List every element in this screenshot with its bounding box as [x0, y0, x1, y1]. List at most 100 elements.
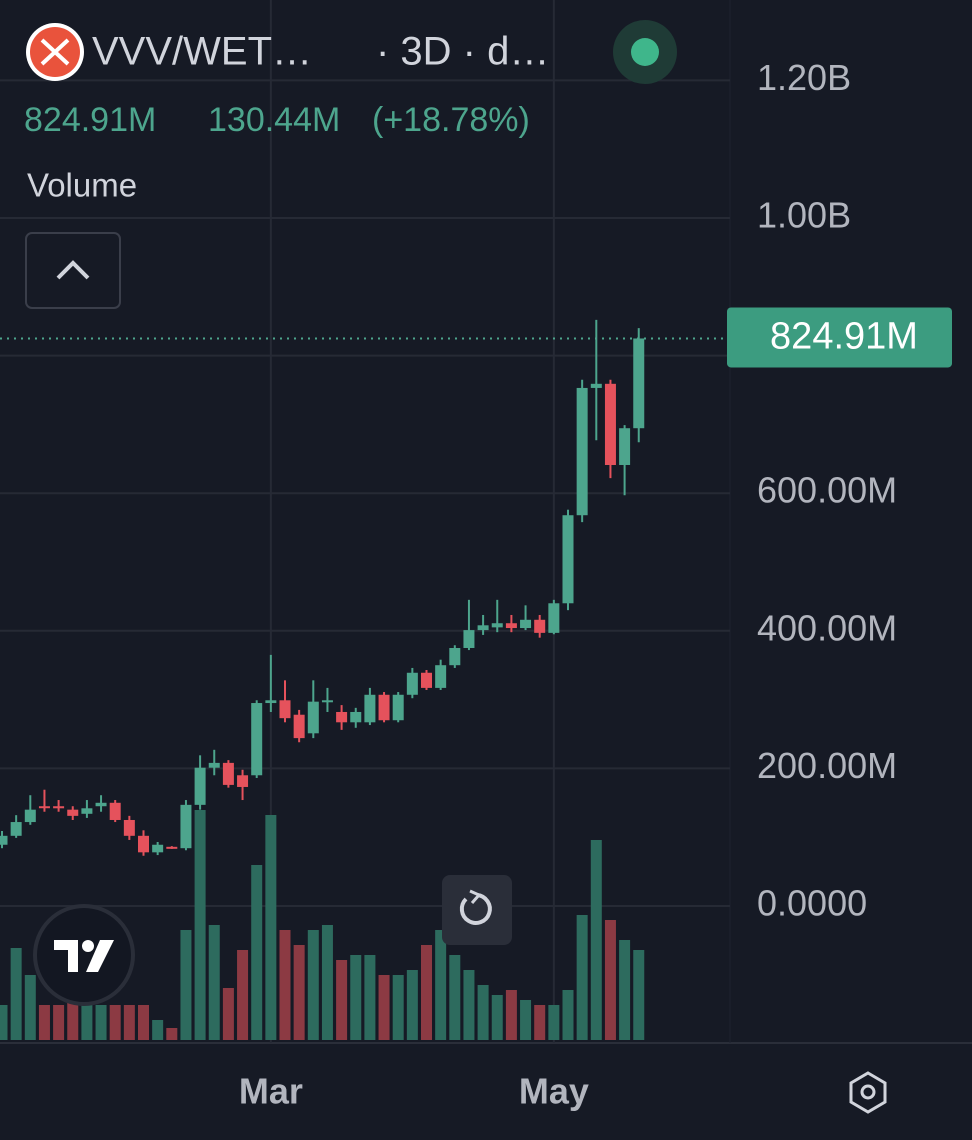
candle-body [237, 775, 249, 787]
volume-bar [378, 975, 390, 1040]
candle-body [152, 844, 164, 853]
volume-bar [180, 930, 192, 1040]
volume-bar [364, 955, 376, 1040]
y-tick-label: 600.00M [757, 470, 897, 511]
y-tick-label: 0.0000 [757, 882, 867, 923]
y-tick-label: 200.00M [757, 745, 897, 786]
change: 130.44M [208, 101, 340, 139]
candle-body [222, 762, 234, 785]
candle-body [619, 428, 631, 465]
candle-body [463, 630, 475, 648]
candle-body [166, 846, 178, 849]
candle-body [293, 714, 305, 739]
candle-body [251, 703, 263, 776]
volume-bar [463, 970, 475, 1040]
candle-body [378, 694, 390, 721]
volume-bar [435, 930, 447, 1040]
y-tick-label: 1.20B [757, 57, 851, 98]
volume-bar [534, 1005, 546, 1040]
settings-icon-center [860, 1084, 876, 1100]
volume-bar [138, 1005, 149, 1040]
collapse-button[interactable] [25, 232, 121, 309]
status-dot [631, 38, 659, 66]
volume-bar [619, 940, 631, 1040]
candle-body [307, 701, 319, 734]
volume-bar [336, 960, 348, 1040]
last-price-label: 824.91M [770, 316, 918, 358]
volume-bar [265, 815, 277, 1040]
candle-body [109, 802, 121, 820]
volume-bar [421, 945, 432, 1040]
candle-body [449, 647, 461, 666]
volume-bar [392, 975, 404, 1040]
candle-body [194, 767, 206, 805]
reset-button[interactable] [442, 875, 512, 945]
volume-bar [576, 915, 588, 1040]
volume-bar [279, 930, 291, 1040]
x-tick-label: Mar [239, 1071, 303, 1112]
last-price-badge [727, 307, 952, 368]
last-value: 824.91M [24, 101, 156, 139]
candle-body [336, 711, 348, 723]
volume-bar [81, 1005, 93, 1040]
volume-bar [95, 1005, 107, 1040]
y-tick-label: 1.00B [757, 195, 851, 236]
volume-bar [152, 1020, 164, 1040]
volume-bar [406, 970, 418, 1040]
reset-icon-arrow [469, 889, 482, 904]
candle-body [633, 338, 645, 429]
volume-bar [53, 1005, 65, 1040]
volume-bar [38, 1005, 50, 1040]
volume-bar [520, 1000, 532, 1040]
candle-body [477, 625, 489, 631]
candle-body [364, 694, 376, 723]
volume-bar [67, 1000, 79, 1040]
volume-bar [321, 925, 333, 1040]
volume-bar [251, 865, 263, 1040]
candle-body [67, 809, 79, 816]
candle-body [180, 804, 192, 849]
candle-body [392, 694, 404, 721]
candle-body [350, 711, 362, 723]
candle-body [576, 387, 588, 516]
candle-body [604, 383, 616, 465]
volume-bar [166, 1028, 178, 1040]
volume-bar [505, 990, 517, 1040]
volume-bar [222, 988, 234, 1040]
reset-icon [459, 893, 492, 925]
candle-body [562, 515, 574, 604]
candle-body [0, 835, 8, 845]
volume-bar [208, 925, 220, 1040]
candle-body [24, 809, 36, 823]
candle-body [95, 802, 107, 807]
candle-body [491, 623, 503, 628]
volume-bar [562, 990, 574, 1040]
volume-bar [0, 1005, 8, 1040]
volume-bar [491, 995, 503, 1040]
volume-bar [449, 955, 461, 1040]
settings-icon[interactable] [849, 1071, 887, 1114]
candle-body [208, 762, 220, 768]
volume-bar [123, 1005, 135, 1040]
indicator-label[interactable]: Volume [27, 167, 137, 204]
candle-body [548, 603, 560, 633]
interval[interactable]: · 3D · d… [376, 30, 549, 74]
candle-body [38, 806, 50, 809]
volume-bar [194, 810, 206, 1040]
symbol-logo [26, 23, 84, 81]
volume-bar [237, 950, 249, 1040]
candle-body [279, 700, 291, 719]
candle-body [590, 383, 602, 388]
volume-bar [477, 985, 489, 1040]
candle-body [81, 808, 93, 814]
x-tick-label: May [519, 1071, 589, 1112]
symbol[interactable]: VVV/WET… [92, 30, 312, 74]
candle-body [10, 822, 22, 836]
volume-bar [350, 955, 362, 1040]
candle-body [53, 806, 65, 809]
tradingview-logo[interactable] [33, 904, 135, 1006]
volume-bar [307, 930, 319, 1040]
change-percent: (+18.78%) [372, 101, 530, 139]
volume-bar [109, 1005, 121, 1040]
